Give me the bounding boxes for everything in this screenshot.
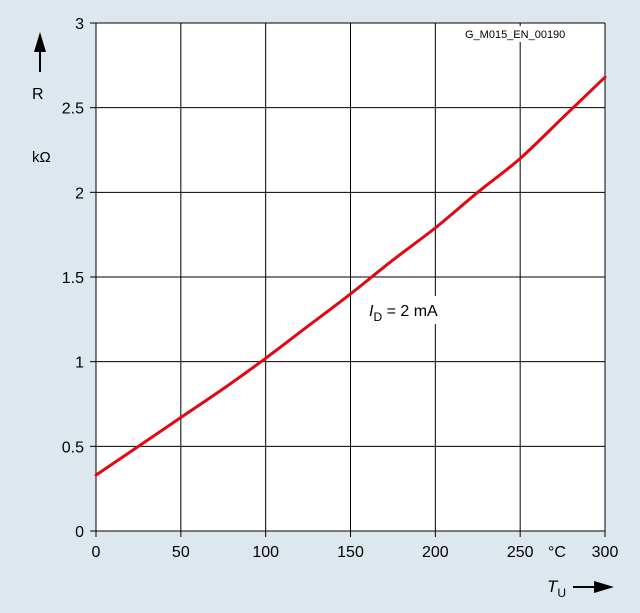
- x-tick-label-4: 200: [422, 544, 449, 561]
- y-tick-label-3: 1.5: [62, 270, 84, 287]
- x-axis-label-main: T: [547, 577, 559, 596]
- x-tick-label-5: 250: [507, 544, 534, 561]
- series-label-rest: = 2 mA: [382, 303, 438, 320]
- code-label-background: [462, 26, 592, 42]
- x-tick-label-6: 300: [592, 544, 619, 561]
- y-tick-label-6: 3: [75, 16, 84, 33]
- x-axis-unit: °C: [548, 544, 566, 561]
- y-axis-unit: kΩ: [32, 149, 51, 166]
- x-tick-label-0: 0: [92, 544, 101, 561]
- y-axis-arrowhead: [34, 32, 46, 52]
- y-axis-label-group: R kΩ: [32, 32, 51, 166]
- x-tick-label-1: 50: [172, 544, 190, 561]
- x-axis-label-group: TU: [547, 577, 614, 600]
- series-label-main: I: [369, 303, 374, 320]
- x-axis-arrowhead: [594, 581, 614, 593]
- tick-labels: 0 50 100 150 200 250 300 0 0.5 1 1.5 2 2.5 3: [62, 16, 619, 561]
- y-tick-label-1: 0.5: [62, 439, 84, 456]
- series-label-background: [365, 296, 457, 324]
- grid: [90, 22, 606, 537]
- series-label-sub: D: [373, 310, 382, 324]
- series-line: [94, 75, 607, 477]
- x-axis-label-sub: U: [557, 586, 566, 600]
- x-tick-label-3: 150: [337, 544, 364, 561]
- x-tick-label-2: 100: [252, 544, 279, 561]
- y-axis-label: R: [32, 86, 44, 103]
- series-label: ID = 2 mA: [369, 303, 438, 324]
- code-label: G_M015_EN_00190: [465, 29, 565, 41]
- x-axis-label: TU: [547, 577, 566, 600]
- y-tick-label-0: 0: [75, 524, 84, 541]
- y-tick-label-4: 2: [75, 185, 84, 202]
- y-tick-label-2: 1: [75, 355, 84, 372]
- y-tick-label-5: 2.5: [62, 101, 84, 118]
